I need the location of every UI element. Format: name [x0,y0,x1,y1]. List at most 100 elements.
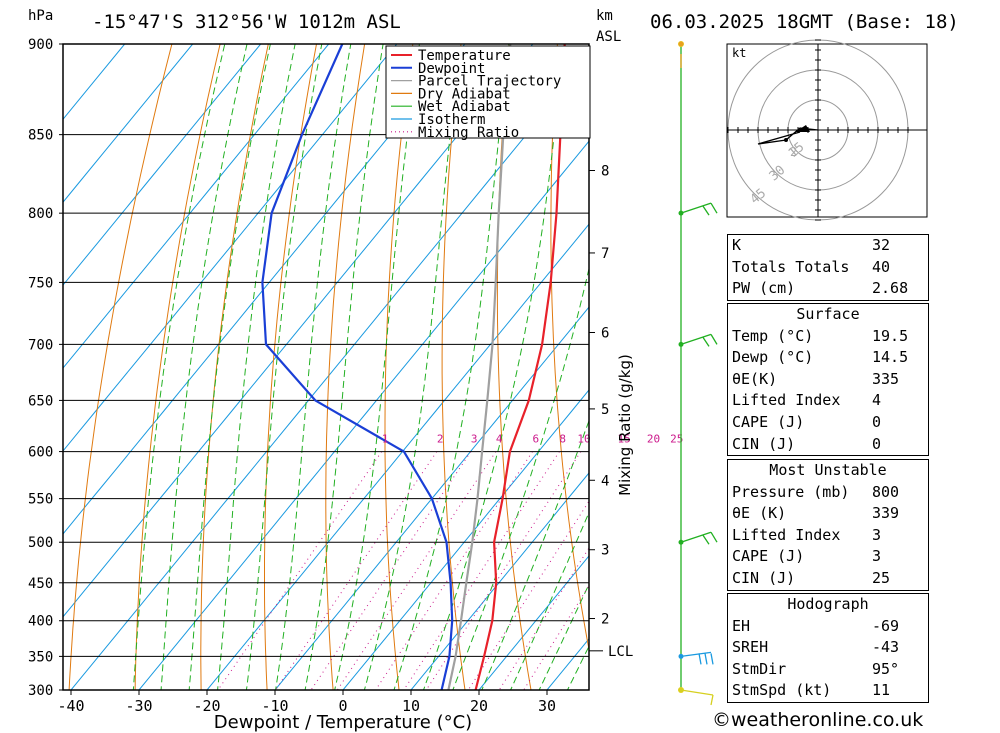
legend-label: Isotherm [418,112,485,128]
mixing-ratio-label: 25 [670,433,683,446]
temp-tick-label: 10 [402,697,420,715]
indices-box-hodograph: Hodograph EH -69 SREH -43 StmDir 95° StmSpd… [727,593,929,703]
mixing-ratio-label: 6 [532,433,539,446]
pressure-tick-label: 700 [28,337,53,353]
dry-adiabat-line [943,44,1000,690]
index-row: K 32 [728,235,928,257]
mixing-ratio-line [403,451,560,690]
dry-adiabat-line [325,44,366,690]
wind-barb-staff [680,689,714,696]
mixing-ratio-label: 1 [382,433,389,446]
plot-frame [62,43,590,691]
mixing-ratio-label: 2 [437,433,444,446]
index-value: 0 [872,412,882,431]
index-label: Lifted Index [732,391,841,410]
x-axis-label: Dewpoint / Temperature (°C) [214,712,472,733]
index-row: SREH -43 [728,637,928,659]
pressure-tick-label: 600 [28,445,53,461]
legend-label: Dry Adiabat [418,86,511,102]
wind-barb-flag [710,694,714,706]
most-unstable-title: Most Unstable [769,461,887,479]
wind-barb-flag [702,534,710,545]
mixing-ratio-axis-label: Mixing Ratio (g/kg) [616,354,634,496]
asl-unit-label: ASL [596,29,621,45]
index-label: Temp (°C) [732,326,814,345]
index-value: -43 [872,638,900,657]
index-label: θE(K) [732,369,778,388]
wet-adiabat-line [452,266,589,690]
wind-barb-flag [702,205,710,216]
wind-barb-staff [680,202,712,214]
index-row: θE(K) 335 [728,369,928,391]
index-label: K [732,236,742,254]
pressure-tick-label: 500 [28,535,53,551]
wet-adiabat-line [160,44,248,690]
index-value: 3 [872,525,882,544]
index-row: EH -69 [728,616,928,638]
parcel-trajectory-line [447,44,512,690]
pressure-tick-label: 650 [28,393,53,409]
pressure-tick-label: 450 [28,576,53,592]
datetime-title: 06.03.2025 18GMT (Base: 18) [650,11,959,33]
index-value: -69 [872,616,900,635]
wind-barb-flag [698,653,702,665]
hodograph [726,39,928,221]
legend-label: Mixing Ratio [418,125,519,141]
index-row: Lifted Index 4 [728,390,928,412]
dewpoint-line [261,44,454,690]
index-value: 25 [872,568,891,587]
dry-adiabat-line [653,44,729,690]
isotherm-line [63,44,466,535]
km-unit-label: km [596,8,613,24]
isotherm-line [70,57,589,690]
wind-barb-flag [710,202,718,214]
wind-barb-flag [702,337,710,347]
index-row: PW (cm) 2.68 [728,278,928,300]
km-tick-label: 5 [601,402,609,418]
dry-adiabat-line [384,44,414,690]
index-label: StmDir [732,659,787,678]
index-row: θE (K) 339 [728,503,928,525]
pressure-tick-label: 300 [28,683,53,699]
index-value: 11 [872,681,891,700]
index-value: 2.68 [872,279,909,298]
temperature-line [474,44,566,690]
wet-adiabat-line [188,44,271,690]
hodograph-point-label: 2 [790,145,797,159]
wet-adiabat-line [510,511,589,690]
wet-adiabat-line [304,44,384,690]
pressure-tick-label: 850 [28,128,53,144]
index-row: Temp (°C) 19.5 [728,326,928,348]
credit-link[interactable]: ©weatheronline.co.uk [712,709,924,731]
index-label: StmSpd (kt) [732,681,832,700]
index-label: Lifted Index [732,525,841,544]
index-row: StmDir 95° [728,659,928,681]
index-label: CAPE (J) [732,547,805,566]
indices-box-surface: Surface Temp (°C) 19.5 Dewp (°C) 14.5 θE(K… [727,303,929,457]
temp-tick-label: 20 [470,697,488,715]
index-label: Dewp (°C) [732,348,814,367]
legend-label: Dewpoint [418,61,485,77]
wind-barb-flag [710,653,714,665]
temp-tick-label: -30 [125,697,152,715]
index-label: EH [732,616,751,635]
index-label: PW (cm) [732,279,796,298]
index-row: CIN (J) 25 [728,568,928,590]
index-label: SREH [732,638,769,657]
wind-barb-staff [680,531,712,543]
index-row: Dewp (°C) 14.5 [728,347,928,369]
km-tick-label: 7 [601,246,609,262]
wet-adiabat-line [245,44,323,690]
hodograph-title: Hodograph [787,595,869,613]
index-label: θE (K) [732,504,787,523]
wet-adiabat-line [422,44,565,690]
location-title: -15°47'S 312°56'W 1012m ASL [92,11,401,33]
mixing-ratio-line [275,451,438,690]
plot-area [63,44,1000,690]
dry-adiabat-line [200,44,269,690]
storm-motion-marker [795,125,810,132]
dry-adiabat-line [68,44,173,690]
index-row: Lifted Index 3 [728,525,928,547]
mixing-ratio-label: 8 [559,433,566,446]
